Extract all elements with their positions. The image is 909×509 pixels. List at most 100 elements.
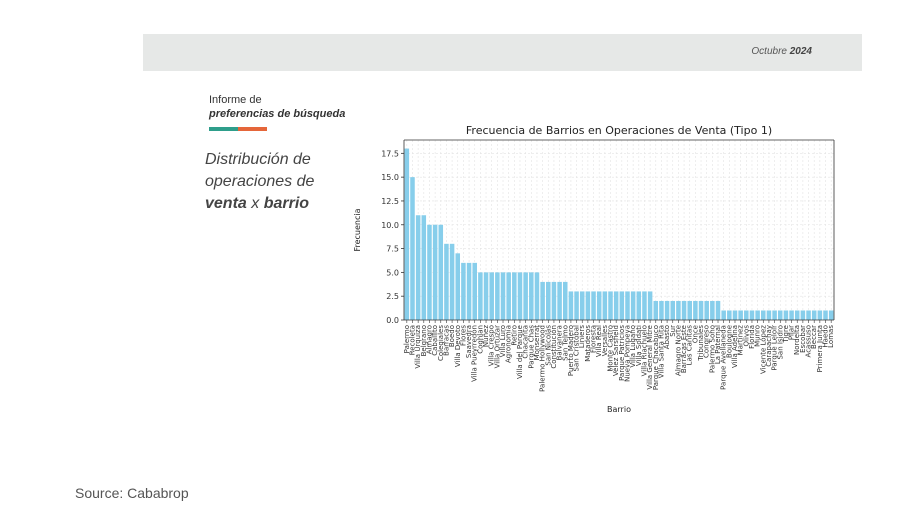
x-tick-label: Parque Leloir <box>771 325 779 371</box>
x-tick-label: Munro <box>754 325 762 347</box>
x-tick-label: Palermo Hollywood <box>539 325 547 392</box>
bar-39 <box>619 291 625 320</box>
bar-20 <box>512 272 517 320</box>
bar-25 <box>540 281 545 320</box>
header-band: Octubre 2024 <box>143 34 862 71</box>
report-date: Octubre 2024 <box>751 46 812 57</box>
bar-70 <box>794 310 800 320</box>
report-month: Octubre <box>751 46 787 57</box>
x-tick-label: Barracas Este <box>680 325 688 373</box>
bar-27 <box>551 281 557 320</box>
x-tick-label: San Cristóbal <box>573 325 581 372</box>
x-tick-label: Constitución <box>550 325 558 369</box>
bar-30 <box>568 291 574 320</box>
x-tick-label: Tigre <box>782 325 790 343</box>
bar-68 <box>783 310 789 320</box>
x-tick-label: Carapachay <box>765 325 773 367</box>
bar-54 <box>704 300 709 320</box>
bar-35 <box>596 291 602 320</box>
bar-43 <box>642 291 647 320</box>
bar-62 <box>749 310 755 320</box>
x-tick-label: Palermo Soho <box>708 325 716 373</box>
bar-28 <box>557 281 562 320</box>
bar-38 <box>613 291 619 320</box>
y-tick-label: 10.0 <box>381 221 399 230</box>
x-tick-label: Puerto Madero <box>567 325 575 376</box>
bar-6 <box>432 224 438 320</box>
slide-heading: Distribución de operaciones de venta x b… <box>205 149 314 215</box>
bar-12 <box>466 262 472 320</box>
x-tick-label: Villa Luro <box>499 325 507 357</box>
bar-19 <box>506 272 511 320</box>
bar-22 <box>523 272 528 320</box>
bar-59 <box>732 310 738 320</box>
x-tick-label: Vélez Sarsfield <box>612 325 620 376</box>
heading-word-barrio: barrio <box>263 195 310 212</box>
x-tick-label: Nordelta <box>793 325 801 355</box>
accent-bar <box>209 127 267 131</box>
y-tick-label: 2.5 <box>386 292 399 301</box>
x-tick-label: Coghlan <box>476 325 484 354</box>
bar-chart: Frecuencia de Barrios en Operaciones de … <box>353 124 835 414</box>
bar-56 <box>715 300 721 320</box>
bar-72 <box>806 310 811 320</box>
y-tick-label: 12.5 <box>381 197 399 206</box>
x-tick-label: Villa General Mitre <box>646 325 654 390</box>
bar-73 <box>811 310 817 320</box>
x-tick-label: Las Cañitas <box>686 325 694 366</box>
heading-line3: venta x barrio <box>205 193 314 215</box>
x-tick-label: Colegiales <box>437 325 445 361</box>
bar-3 <box>415 215 421 320</box>
bar-67 <box>777 310 783 320</box>
bar-52 <box>693 300 698 320</box>
x-tick-label: Flores <box>459 325 467 346</box>
x-tick-label: Balvanera <box>556 325 564 360</box>
bar-26 <box>546 281 551 320</box>
x-tick-label: Liniers <box>578 325 586 348</box>
bar-1 <box>404 148 410 320</box>
x-tick-label: Vicente López <box>759 325 767 374</box>
bar-60 <box>738 310 743 320</box>
bar-58 <box>727 310 732 320</box>
bar-47 <box>664 300 670 320</box>
bar-76 <box>828 310 834 320</box>
x-tick-label: Mataderos <box>584 325 592 362</box>
x-tick-label: Villa Crespo <box>488 325 496 366</box>
x-tick-label: Recoleta <box>408 325 416 355</box>
bar-55 <box>710 300 715 320</box>
x-tick-label: Parque Patricios <box>618 325 626 381</box>
x-tick-label: Parque Avellaneda <box>720 325 728 390</box>
bar-42 <box>636 291 642 320</box>
x-tick-label: Palermo <box>403 325 411 353</box>
accent-bar-orange <box>238 127 267 131</box>
x-tick-label: Villa Pueyrredón <box>471 325 479 382</box>
bar-32 <box>579 291 585 320</box>
x-tick-label: San Nicolás <box>544 325 552 366</box>
y-axis-label: Frecuencia <box>353 208 362 251</box>
x-tick-label: Congreso <box>703 325 711 358</box>
bar-45 <box>653 300 659 320</box>
accent-bar-green <box>209 127 238 131</box>
bar-69 <box>789 310 794 320</box>
x-tick-label: Villa Devoto <box>454 325 462 367</box>
x-tick-label: Villa Riachuelo <box>640 325 648 376</box>
bar-61 <box>744 310 749 320</box>
bar-33 <box>585 291 591 320</box>
bar-65 <box>766 310 772 320</box>
bar-10 <box>455 253 461 320</box>
x-tick-label: Barracas <box>442 325 450 356</box>
x-tick-label: La Paternal <box>714 325 722 364</box>
bar-74 <box>817 310 823 320</box>
x-tick-label: Belgrano <box>420 325 428 356</box>
bar-8 <box>444 243 449 320</box>
x-tick-label: San Isidro <box>776 325 784 360</box>
bar-66 <box>772 310 777 320</box>
bar-41 <box>630 291 636 320</box>
y-tick-label: 0.0 <box>386 316 399 325</box>
x-tick-label: Beccar <box>810 325 818 349</box>
x-tick-label: Villa Soldati <box>635 325 643 366</box>
x-tick-label: Villa Lugano <box>629 325 637 368</box>
x-tick-label: Villa Santa Rita <box>657 325 665 378</box>
x-tick-label: Saavedra <box>465 325 473 358</box>
bar-44 <box>647 291 653 320</box>
